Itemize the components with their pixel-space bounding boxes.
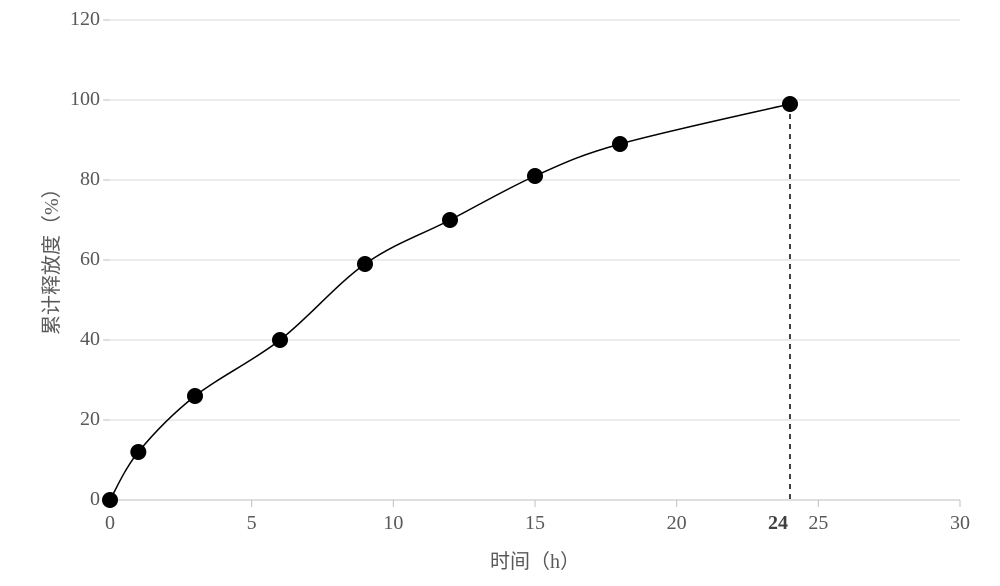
x-tick-30: 30 [940,512,980,535]
chart-container: 0 20 40 60 80 100 120 0 5 10 15 20 25 30… [0,0,1000,586]
y-tick-120: 120 [50,8,100,31]
x-tick-0: 0 [90,512,130,535]
x-axis-title: 时间（h） [490,545,580,574]
chart-svg [0,0,1000,586]
y-tick-20: 20 [50,408,100,431]
x-extra-24-label: 24 [768,512,788,535]
y-axis-title: 累计释放度（%） [35,178,64,335]
y-tick-0: 0 [50,488,100,511]
x-tick-20: 20 [657,512,697,535]
x-tick-10: 10 [373,512,413,535]
x-tick-15: 15 [515,512,555,535]
x-tick-25: 25 [798,512,838,535]
x-tick-5: 5 [232,512,272,535]
y-tick-100: 100 [50,88,100,111]
